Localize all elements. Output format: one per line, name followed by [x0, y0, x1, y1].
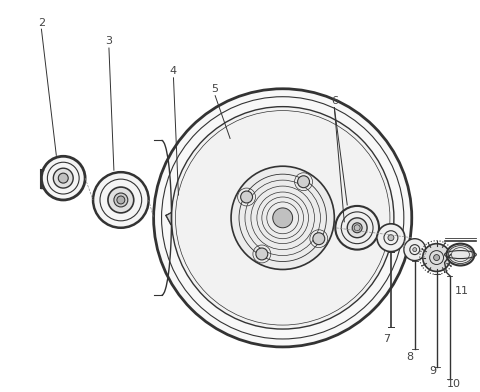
- Circle shape: [240, 191, 252, 203]
- Circle shape: [231, 166, 335, 269]
- Circle shape: [154, 89, 412, 347]
- Text: 8: 8: [406, 352, 413, 362]
- Circle shape: [413, 248, 417, 252]
- Circle shape: [298, 176, 310, 188]
- Circle shape: [404, 239, 426, 261]
- Text: 11: 11: [455, 286, 468, 296]
- Circle shape: [93, 172, 149, 228]
- Circle shape: [423, 244, 451, 272]
- Text: 9: 9: [429, 366, 436, 376]
- Circle shape: [58, 173, 68, 183]
- Circle shape: [377, 224, 405, 252]
- Text: 7: 7: [384, 334, 391, 344]
- Circle shape: [433, 254, 440, 261]
- Circle shape: [388, 235, 394, 241]
- Ellipse shape: [201, 196, 210, 204]
- Text: 5: 5: [212, 84, 219, 94]
- Circle shape: [108, 187, 134, 213]
- Text: 6: 6: [331, 96, 338, 106]
- Circle shape: [171, 107, 394, 329]
- Circle shape: [313, 233, 325, 245]
- Ellipse shape: [446, 244, 474, 265]
- Circle shape: [273, 208, 293, 228]
- Circle shape: [114, 193, 128, 207]
- Circle shape: [352, 223, 362, 233]
- Text: 4: 4: [170, 66, 177, 76]
- Text: 2: 2: [38, 18, 45, 28]
- Circle shape: [256, 248, 268, 260]
- Circle shape: [117, 196, 125, 204]
- Text: 10: 10: [446, 379, 460, 388]
- Polygon shape: [166, 196, 208, 224]
- Text: 3: 3: [106, 36, 112, 46]
- Circle shape: [41, 156, 85, 200]
- Circle shape: [53, 168, 73, 188]
- Circle shape: [347, 218, 367, 238]
- Circle shape: [336, 206, 379, 250]
